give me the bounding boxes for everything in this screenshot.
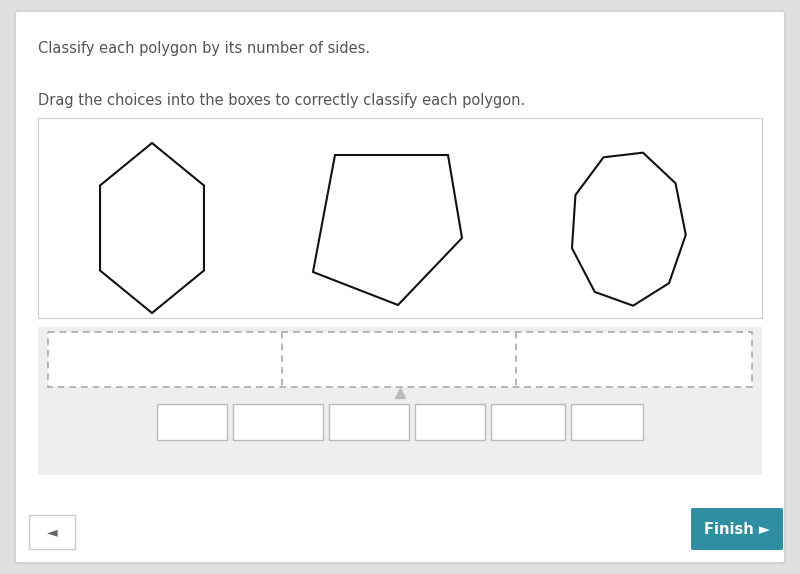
FancyBboxPatch shape [29, 515, 75, 549]
FancyBboxPatch shape [415, 404, 485, 440]
FancyBboxPatch shape [157, 404, 227, 440]
Text: nonagon: nonagon [577, 415, 638, 429]
Text: pentagon: pentagon [495, 415, 561, 429]
Text: heptagon: heptagon [336, 415, 402, 429]
Text: Drag the choices into the boxes to correctly classify each polygon.: Drag the choices into the boxes to corre… [38, 92, 526, 107]
Text: dodecagon: dodecagon [239, 415, 317, 429]
FancyBboxPatch shape [491, 404, 565, 440]
FancyBboxPatch shape [233, 404, 323, 440]
Text: Classify each polygon by its number of sides.: Classify each polygon by its number of s… [38, 41, 370, 56]
FancyBboxPatch shape [38, 118, 762, 318]
FancyBboxPatch shape [38, 327, 762, 475]
Text: decagon: decagon [162, 415, 222, 429]
FancyBboxPatch shape [329, 404, 409, 440]
Text: hexagon: hexagon [420, 415, 480, 429]
FancyBboxPatch shape [48, 332, 752, 387]
Text: ◄: ◄ [46, 525, 58, 539]
FancyBboxPatch shape [571, 404, 643, 440]
FancyBboxPatch shape [691, 508, 783, 550]
FancyBboxPatch shape [15, 11, 785, 563]
Text: Finish ►: Finish ► [704, 522, 770, 537]
